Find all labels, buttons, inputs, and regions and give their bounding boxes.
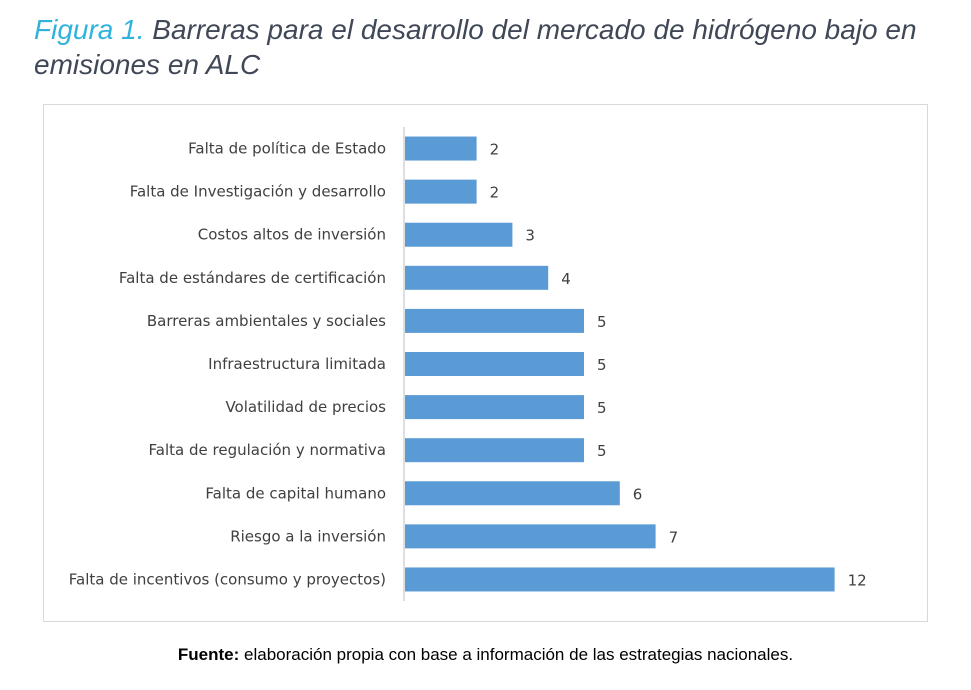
figure-title-text: Barreras para el desarrollo del mercado … — [34, 14, 917, 80]
bar — [405, 179, 477, 204]
data-label: 12 — [848, 571, 867, 589]
category-label: Falta de estándares de certificación — [119, 269, 386, 287]
category-label: Volatilidad de precios — [225, 398, 386, 416]
bar — [405, 352, 584, 376]
bar — [405, 438, 584, 463]
bar-chart: Falta de política de Estado 2 Falta de Inv… — [69, 127, 867, 601]
bar — [405, 222, 513, 247]
bar — [405, 567, 835, 592]
bar — [405, 395, 584, 420]
data-label: 2 — [490, 141, 500, 159]
category-label: Falta de política de Estado — [188, 140, 386, 158]
source-text: elaboración propia con base a informació… — [239, 645, 794, 664]
category-label: Infraestructura limitada — [208, 355, 386, 373]
bar — [405, 136, 477, 161]
bar — [405, 308, 584, 333]
bar — [405, 524, 656, 549]
data-label: 5 — [597, 356, 607, 374]
source-prefix: Fuente: — [177, 645, 240, 664]
category-label: Falta de capital humano — [205, 484, 386, 502]
source-note: Fuente: elaboración propia con base a in… — [0, 645, 971, 665]
data-label: 5 — [597, 313, 607, 331]
category-label: Falta de regulación y normativa — [149, 441, 386, 459]
category-label: Barreras ambientales y sociales — [147, 312, 386, 330]
category-label: Riesgo a la inversión — [230, 527, 386, 545]
category-label: Falta de Investigación y desarrollo — [130, 183, 386, 201]
figure-label: Figura 1. — [34, 14, 145, 45]
data-label: 7 — [669, 528, 679, 546]
figure-title: Figura 1. Barreras para el desarrollo de… — [34, 12, 954, 82]
chart-frame: Falta de política de Estado 2 Falta de Inv… — [43, 104, 928, 622]
data-label: 5 — [597, 442, 607, 460]
data-label: 3 — [525, 227, 535, 245]
data-label: 2 — [490, 184, 500, 202]
data-label: 4 — [561, 270, 571, 288]
data-label: 5 — [597, 399, 607, 417]
bar — [405, 265, 549, 290]
data-label: 6 — [633, 485, 643, 503]
category-label: Costos altos de inversión — [198, 226, 386, 244]
bar — [405, 481, 620, 506]
category-label: Falta de incentivos (consumo y proyectos… — [69, 570, 386, 588]
